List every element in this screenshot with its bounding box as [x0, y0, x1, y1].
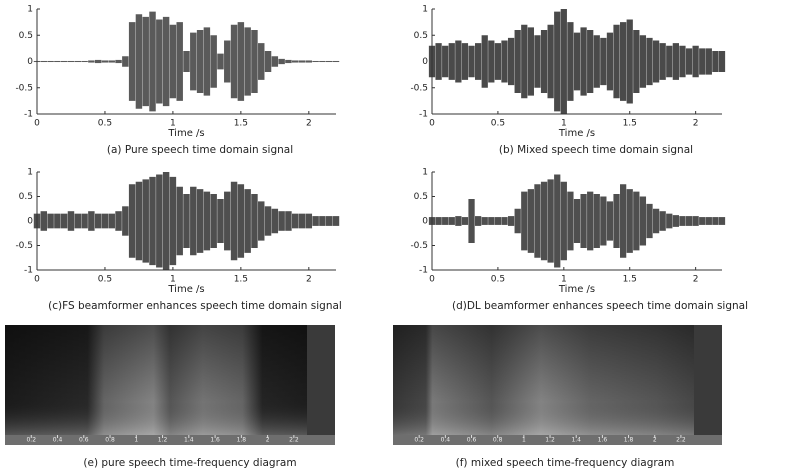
y-tick-label: -1	[419, 110, 428, 120]
x-tick-label: 2	[693, 275, 699, 285]
x-tick-label: 0	[429, 119, 435, 129]
x-tick-label: 0	[34, 119, 40, 129]
spectrogram-side-strip	[694, 325, 722, 435]
x-tick-label: 1.2	[158, 437, 168, 444]
y-tick-label: 0.5	[19, 192, 33, 202]
spectrogram-axis-strip	[5, 435, 335, 445]
y-tick-label: -1	[24, 110, 33, 120]
x-tick-label: 0.8	[493, 437, 503, 444]
x-tick-label: 1	[170, 119, 176, 129]
x-tick-label: 1.4	[184, 437, 194, 444]
y-tick-label: 0.5	[19, 31, 33, 41]
y-tick-label: -0.5	[15, 241, 33, 251]
y-tick-label: -1	[419, 266, 428, 276]
x-axis-label: Time /s	[558, 284, 595, 295]
x-axis-label: Time /s	[167, 128, 204, 139]
x-tick-label: 2	[306, 119, 312, 129]
caption: (d)DL beamformer enhances speech time do…	[452, 300, 748, 312]
spectrogram-shade	[393, 325, 722, 435]
x-tick-label: 1.6	[598, 437, 608, 444]
caption: (e) pure speech time-frequency diagram	[83, 457, 296, 469]
x-tick-label: 0.4	[441, 437, 451, 444]
spectrogram-shade	[5, 325, 335, 435]
x-tick-label: 0.2	[414, 437, 424, 444]
caption: (c)FS beamformer enhances speech time do…	[48, 300, 342, 312]
x-tick-label: 1.8	[624, 437, 634, 444]
x-tick-label: 1	[561, 119, 567, 129]
x-tick-label: 1	[522, 437, 526, 444]
x-tick-label: 0	[429, 275, 435, 285]
x-tick-label: 2	[266, 437, 270, 444]
y-tick-label: 0	[27, 217, 33, 227]
y-tick-label: -0.5	[410, 83, 428, 93]
y-tick-label: 1	[422, 5, 428, 15]
x-tick-label: 0	[34, 275, 40, 285]
x-axis-label: Time /s	[167, 284, 204, 295]
x-tick-label: 1.5	[623, 119, 637, 129]
x-tick-label: 1	[561, 275, 567, 285]
x-tick-label: 1.4	[571, 437, 581, 444]
x-tick-label: 2	[653, 437, 657, 444]
caption: (b) Mixed speech time domain signal	[499, 144, 693, 156]
x-tick-label: 1.6	[210, 437, 220, 444]
x-axis-label: Time /s	[558, 128, 595, 139]
spectrogram-axis-strip	[393, 435, 722, 445]
y-tick-label: 0.5	[414, 192, 428, 202]
y-tick-label: 1	[27, 5, 33, 15]
y-tick-label: 1	[27, 168, 33, 178]
x-tick-label: 1	[134, 437, 138, 444]
y-tick-label: 0	[422, 217, 428, 227]
x-tick-label: 0.4	[53, 437, 63, 444]
x-tick-label: 1.8	[237, 437, 247, 444]
y-tick-label: -0.5	[410, 241, 428, 251]
x-tick-label: 0.5	[98, 275, 112, 285]
x-tick-label: 0.8	[105, 437, 115, 444]
x-tick-label: 1.5	[234, 119, 248, 129]
y-tick-label: 0	[422, 57, 428, 67]
x-tick-label: 2.2	[289, 437, 299, 444]
x-tick-label: 0.6	[79, 437, 89, 444]
x-tick-label: 1.5	[234, 275, 248, 285]
y-tick-label: -1	[24, 266, 33, 276]
x-tick-label: 0.5	[491, 275, 505, 285]
x-tick-label: 0.5	[98, 119, 112, 129]
x-tick-label: 1.5	[623, 275, 637, 285]
y-tick-label: -0.5	[15, 83, 33, 93]
y-tick-label: 0	[27, 57, 33, 67]
x-tick-label: 0.5	[491, 119, 505, 129]
spectrogram-side-strip	[307, 325, 335, 435]
x-tick-label: 0.6	[467, 437, 477, 444]
y-tick-label: 1	[422, 168, 428, 178]
x-tick-label: 2.2	[676, 437, 686, 444]
x-tick-label: 1.2	[545, 437, 555, 444]
caption: (f) mixed speech time-frequency diagram	[456, 457, 675, 469]
x-tick-label: 0.2	[26, 437, 36, 444]
x-tick-label: 2	[306, 275, 312, 285]
caption: (a) Pure speech time domain signal	[107, 144, 293, 156]
y-tick-label: 0.5	[414, 31, 428, 41]
x-tick-label: 1	[170, 275, 176, 285]
x-tick-label: 2	[693, 119, 699, 129]
